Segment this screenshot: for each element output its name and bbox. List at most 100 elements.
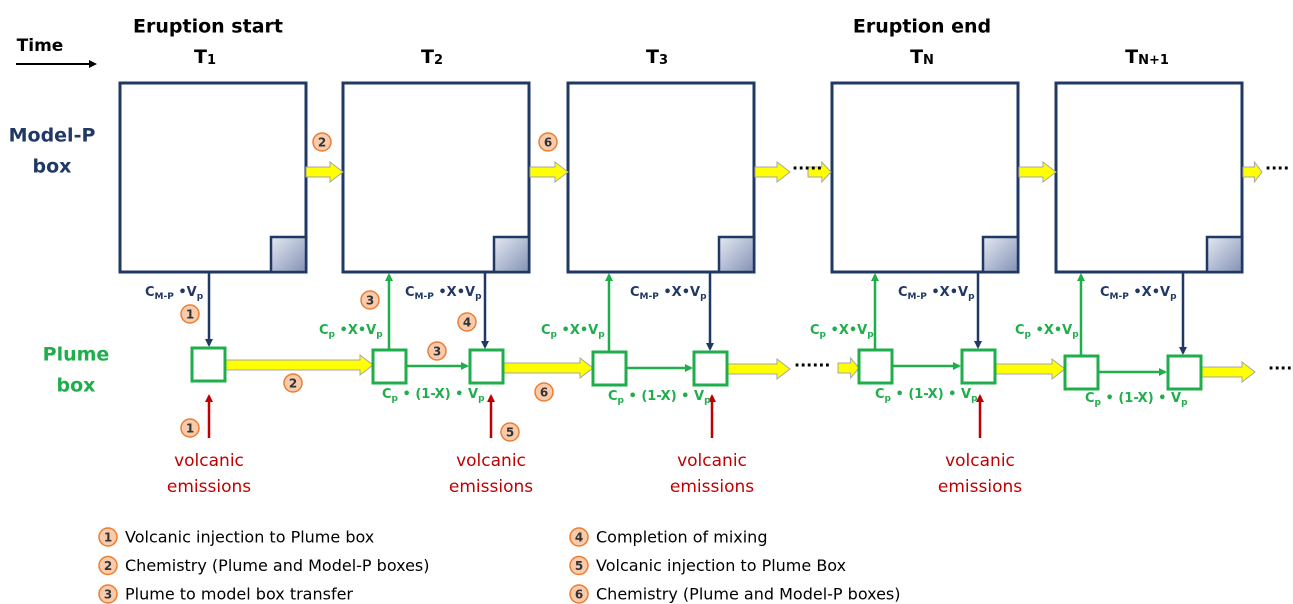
time-step: T2 [421,46,443,68]
formula-part: • (1-X) • V [891,387,971,402]
formula-sub: p [700,292,707,302]
transfer-arrow [995,357,1066,381]
formula-part: •X•V [335,323,376,338]
legend-text: Plume to model box transfer [125,585,353,604]
legend-number: 4 [575,531,583,545]
formula-part: •X•V [557,323,598,338]
legend-number: 6 [575,588,583,602]
time-step: T3 [646,46,668,68]
row-label: box [33,156,72,178]
plume-box [591,350,628,387]
legend-number: 3 [104,588,112,602]
legend-text: Chemistry (Plume and Model-P boxes) [125,556,430,575]
formula: CM-P •X•Vp [1100,285,1177,302]
step-marker-circle [538,132,558,152]
formula-sub: p [885,394,892,404]
step-marker-circle [534,382,554,402]
emission-label: emissions [670,477,754,497]
formula-sub: M-P [155,292,175,302]
plume-box [468,348,505,385]
formula-sub: p [551,330,558,340]
continuation-mark: ···· [1268,359,1292,378]
time-label: Time [17,36,64,56]
time-step-sub: 2 [434,53,443,68]
transfer-arrow [502,356,594,380]
formula: Cp • (1-X) • Vp [382,387,485,404]
time-step: TN+1 [1125,46,1169,68]
formula-part: C [875,387,885,402]
formula-sub: p [1095,398,1102,408]
time-step-base: T [646,46,659,68]
formula-part: C [630,285,640,300]
step-marker: 3 [366,294,374,308]
formula: CM-P •X•Vp [630,285,707,302]
legend-number: 1 [104,531,112,545]
legend-text: Chemistry (Plume and Model-P boxes) [596,585,901,604]
step-marker-circle [569,555,589,576]
formula: Cp •X•Vp [541,323,605,340]
step-marker: 1 [186,308,194,322]
formula-sub: p [197,292,204,302]
emission-label: emissions [938,477,1022,497]
formula-sub: p [598,330,605,340]
corner-cell [269,235,308,274]
transfer-arrow [807,160,832,184]
plume-box [692,350,729,387]
emission-label: emissions [449,477,533,497]
formula: Cp •X•Vp [810,323,874,340]
time-step-base: T [910,46,923,68]
formula-part: C [541,323,551,338]
legend-text: Volcanic injection to Plume Box [596,556,846,575]
transfer-arrow [225,353,374,377]
transfer-arrow [1018,160,1057,184]
time-step-base: T [421,46,434,68]
formula-part: C [1015,323,1025,338]
formula: Cp • (1-X) • Vp [875,387,978,404]
emission-label: emissions [167,477,251,497]
time-step-sub: 1 [207,53,216,68]
formula-part: •V [174,285,197,300]
plume-box [1166,354,1203,391]
step-marker: 1 [186,422,194,436]
step-marker: 2 [318,136,326,150]
step-marker: 6 [540,386,548,400]
formula: Cp •X•Vp [319,323,383,340]
continuation-mark: ······ [794,356,830,375]
step-marker-circle [500,422,520,442]
step-marker-circle [180,304,200,324]
transfer-arrow [305,160,344,184]
transfer-arrow [727,357,791,381]
transfer-arrow [754,160,791,184]
formula-sub: p [1025,330,1032,340]
step-marker: 5 [506,426,514,440]
formula-sub: p [329,330,336,340]
row-label: Plume [43,344,110,366]
legend-text: Completion of mixing [596,528,767,547]
formula-part: •X•V [1031,323,1072,338]
step-marker: 4 [463,316,471,330]
formula-sub: p [478,394,485,404]
transfer-arrow [837,356,860,380]
formula-sub: p [867,330,874,340]
plume-box [960,348,997,385]
formula-part: •X•V [434,285,475,300]
emission-label: volcanic [456,451,526,471]
legend-number: 2 [104,559,112,573]
step-marker-circle [98,555,118,576]
formula-part: C [608,389,618,404]
formula-sub: p [1170,292,1177,302]
formula-part: C [319,323,329,338]
plume-box [857,348,894,385]
step-marker-circle [360,290,380,310]
time-step-sub: N+1 [1138,53,1169,68]
phase-label: Eruption end [853,16,991,38]
step-marker-circle [180,418,200,438]
formula-part: C [145,285,155,300]
continuation-mark: ····· [792,159,822,178]
phase-label: Eruption start [133,16,283,38]
formula-part: C [382,387,392,402]
emission-label: volcanic [677,451,747,471]
formula: Cp • (1-X) • Vp [608,389,711,406]
legend-text: Volcanic injection to Plume box [125,528,374,547]
formula-sub: M-P [415,292,435,302]
